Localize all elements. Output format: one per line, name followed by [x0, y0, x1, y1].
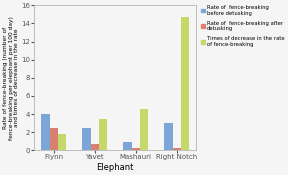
Bar [99, 118, 107, 150]
Legend: Rate of  fence-breaking
before detusking, Rate of  fence-breaking after
detuskin: Rate of fence-breaking before detusking,… [201, 5, 285, 47]
Bar [123, 142, 132, 150]
Bar [140, 109, 148, 150]
Bar [90, 144, 99, 150]
Bar [58, 134, 66, 150]
Bar [164, 123, 173, 150]
Bar [50, 128, 58, 150]
Bar [132, 148, 140, 150]
X-axis label: Elephant: Elephant [96, 163, 134, 172]
Bar [173, 148, 181, 150]
Bar [41, 114, 50, 150]
Bar [181, 17, 189, 150]
Y-axis label: Rate of fence-breaking (number of
fence-breaking per elephant per 100 day)
and t: Rate of fence-breaking (number of fence-… [3, 16, 19, 140]
Bar [82, 128, 90, 150]
